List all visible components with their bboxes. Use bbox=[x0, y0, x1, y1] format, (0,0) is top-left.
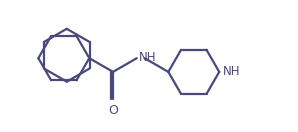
Text: NH: NH bbox=[139, 51, 156, 64]
Text: O: O bbox=[108, 104, 118, 117]
Text: NH: NH bbox=[223, 65, 241, 78]
